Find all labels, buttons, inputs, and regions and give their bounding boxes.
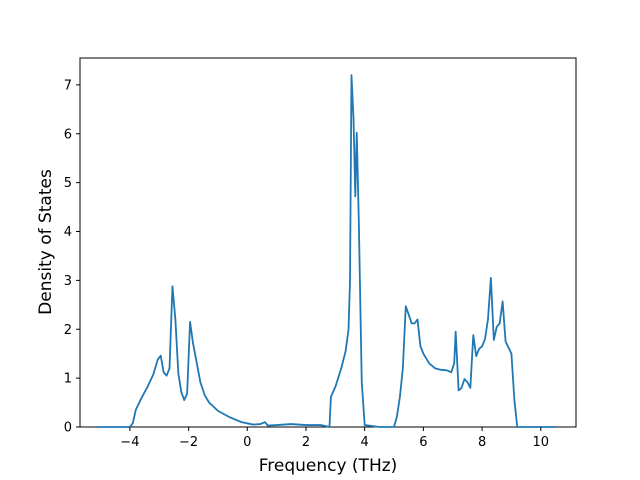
y-tick-label: 4 <box>64 225 72 240</box>
y-tick-label: 6 <box>64 127 72 142</box>
x-tick-label: 2 <box>302 435 310 450</box>
series-layer <box>97 74 556 428</box>
x-tick-label: −2 <box>179 435 198 450</box>
dos-series-line-0 <box>97 74 556 428</box>
x-tick-label: 4 <box>361 435 369 450</box>
x-axis-title: Frequency (THz) <box>259 456 398 476</box>
x-tick-label: 6 <box>419 435 427 450</box>
y-axis-ticks: 0 1 2 3 4 5 6 7 <box>64 78 80 436</box>
x-tick-label: 0 <box>243 435 251 450</box>
y-tick-label: 2 <box>64 323 72 338</box>
y-tick-label: 3 <box>64 274 72 289</box>
y-axis-title: Density of States <box>36 169 56 315</box>
y-tick-label: 0 <box>64 421 72 436</box>
y-tick-label: 1 <box>64 372 72 387</box>
x-tick-label: 8 <box>478 435 486 450</box>
x-tick-label: 10 <box>533 435 550 450</box>
x-axis-ticks: −4 −2 0 2 4 6 8 10 <box>120 427 549 450</box>
y-tick-label: 5 <box>64 176 72 191</box>
y-tick-label: 7 <box>64 78 72 93</box>
x-tick-label: −4 <box>120 435 139 450</box>
